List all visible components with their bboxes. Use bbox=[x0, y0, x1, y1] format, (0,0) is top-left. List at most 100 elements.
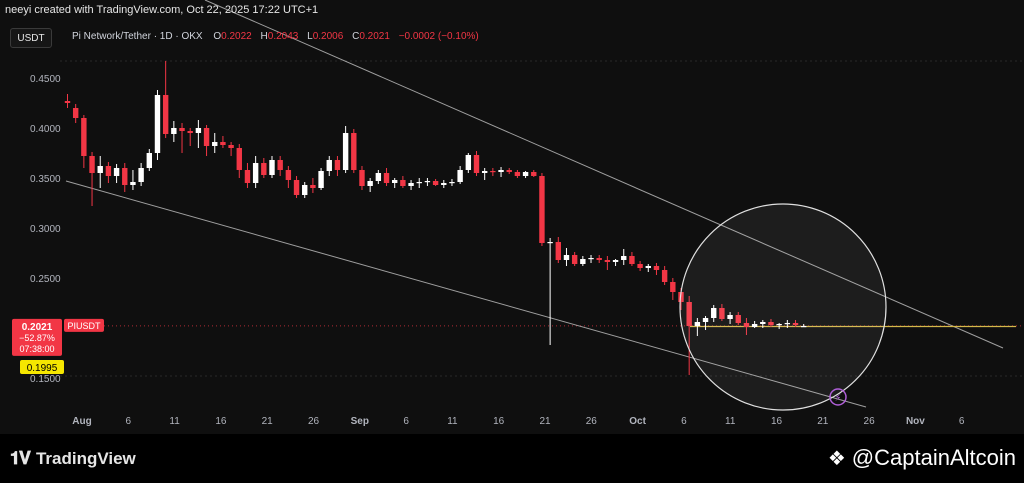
tradingview-brand: TradingView bbox=[35, 448, 136, 468]
x-tick-label: 26 bbox=[308, 416, 320, 427]
x-tick-label: 16 bbox=[493, 416, 505, 427]
tradingview-logo[interactable]: 𝟏𝐕 TradingView bbox=[10, 448, 136, 469]
created-credit: neeyi created with TradingView.com, Oct … bbox=[5, 4, 319, 16]
candle-body bbox=[113, 168, 120, 176]
candle-body bbox=[743, 323, 750, 327]
price-tag-price: 0.2021 bbox=[22, 322, 53, 333]
candle-body bbox=[293, 180, 300, 195]
low-key: L bbox=[307, 31, 313, 42]
candle-body bbox=[359, 170, 365, 186]
candle-body bbox=[179, 128, 185, 131]
x-tick-label: 26 bbox=[864, 416, 876, 427]
candle-body bbox=[702, 318, 709, 322]
candle-body bbox=[392, 180, 398, 183]
candle-body bbox=[146, 153, 152, 168]
footer-bar bbox=[0, 434, 1024, 483]
candle-body bbox=[408, 183, 414, 186]
candle-body bbox=[64, 101, 71, 103]
x-tick-label: 11 bbox=[169, 416, 180, 427]
change-value: −0.0002 (−0.10%) bbox=[398, 31, 479, 42]
x-tick-label: 16 bbox=[771, 416, 783, 427]
candle-body bbox=[604, 260, 611, 262]
candle-body bbox=[334, 160, 341, 170]
candle-body bbox=[351, 133, 357, 170]
open-value: 0.2022 bbox=[221, 31, 252, 42]
candle-body bbox=[302, 185, 308, 195]
candle-body bbox=[481, 171, 488, 173]
candle-body bbox=[162, 95, 169, 134]
watermark-text: @CaptainAltcoin bbox=[851, 445, 1016, 470]
candle-body bbox=[498, 170, 504, 172]
candle-body bbox=[285, 170, 292, 180]
candle-body bbox=[171, 128, 177, 134]
candle-body bbox=[490, 171, 496, 173]
candle-body bbox=[727, 315, 733, 319]
candle-body bbox=[342, 133, 349, 170]
candle-body bbox=[473, 155, 480, 173]
highlight-circle bbox=[679, 203, 887, 411]
candle-body bbox=[612, 260, 619, 262]
channel-upper-line bbox=[204, 0, 1004, 349]
high-value: 0.2043 bbox=[267, 31, 299, 42]
candle-body bbox=[661, 270, 668, 282]
candle-body bbox=[784, 323, 791, 325]
candle-body bbox=[580, 259, 586, 264]
x-tick-label: Oct bbox=[629, 416, 646, 427]
candle-body bbox=[506, 170, 512, 172]
candle-body bbox=[89, 156, 95, 173]
candle-body bbox=[228, 145, 234, 148]
candle-body bbox=[465, 155, 472, 170]
y-tick-label: 0.4000 bbox=[30, 124, 61, 135]
candle-body bbox=[383, 173, 390, 183]
x-tick-label: 11 bbox=[447, 416, 458, 427]
x-tick-label: 6 bbox=[403, 416, 409, 427]
candle-body bbox=[596, 258, 602, 260]
symbol-title: Pi Network/Tether · 1D · OKX bbox=[72, 31, 203, 42]
x-tick-label: 6 bbox=[681, 416, 687, 427]
candle-body bbox=[72, 108, 79, 118]
candle-body bbox=[441, 183, 447, 185]
price-tag-box bbox=[12, 318, 62, 356]
candle-body bbox=[416, 182, 422, 184]
x-tick-label: 21 bbox=[817, 416, 829, 427]
candle-body bbox=[539, 176, 545, 243]
candle-body bbox=[653, 266, 660, 270]
y-tick-label: 0.2500 bbox=[30, 274, 61, 285]
x-tick-label: 11 bbox=[725, 416, 736, 427]
candle-body bbox=[637, 264, 643, 268]
diamond-logo-icon: ❖ bbox=[827, 447, 846, 470]
candle-body bbox=[220, 142, 226, 145]
candle-body bbox=[735, 315, 741, 323]
candle-body bbox=[277, 160, 283, 170]
candle-body bbox=[375, 173, 382, 181]
candle-body bbox=[571, 255, 578, 264]
candle-body bbox=[801, 326, 807, 328]
candle-body bbox=[244, 170, 251, 183]
candle-body bbox=[138, 168, 144, 182]
x-tick-label: 16 bbox=[215, 416, 227, 427]
currency-unit-button[interactable]: USDT bbox=[10, 28, 52, 48]
x-tick-label: 6 bbox=[126, 416, 132, 427]
candle-body bbox=[760, 322, 766, 324]
price-chart[interactable]: 0.4500 0.4000 0.3500 0.3000 0.2500 0.1500 Aug 6… bbox=[0, 0, 1024, 434]
x-tick-label: 21 bbox=[262, 416, 274, 427]
x-tick-label: 26 bbox=[586, 416, 598, 427]
captainaltcoin-watermark: ❖ @CaptainAltcoin bbox=[828, 445, 1016, 471]
x-tick-label: Sep bbox=[351, 416, 369, 427]
close-key: C bbox=[352, 31, 360, 42]
candle-body bbox=[670, 282, 676, 292]
support-tag-box bbox=[20, 360, 64, 374]
candle-body bbox=[122, 168, 128, 185]
tradingview-mark-icon: 𝟏𝐕 bbox=[10, 448, 31, 468]
candle-body bbox=[367, 181, 373, 186]
candle-body bbox=[776, 324, 782, 326]
candle-body bbox=[719, 308, 725, 319]
symbol-tag-box bbox=[64, 318, 104, 332]
lightning-icon: ⚡ bbox=[834, 393, 841, 404]
candle-body bbox=[318, 171, 324, 188]
candle-body bbox=[310, 185, 316, 188]
lightning-marker bbox=[829, 388, 847, 406]
candle-body bbox=[97, 166, 103, 173]
symbol-tag-text: PIUSDT bbox=[67, 321, 101, 331]
